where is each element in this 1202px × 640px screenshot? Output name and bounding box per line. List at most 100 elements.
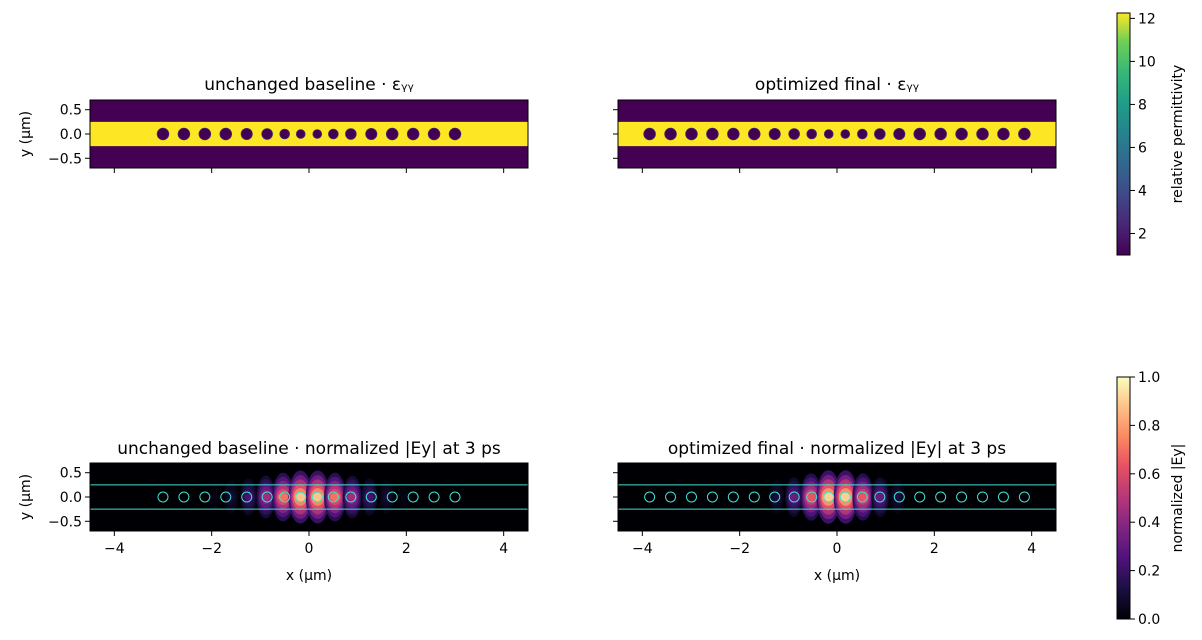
- colorbar-tick-label: 8: [1138, 97, 1147, 113]
- air-hole: [448, 127, 462, 141]
- field-lobe: [893, 494, 901, 500]
- panel-plot-area: [618, 100, 1056, 168]
- field-lobe: [858, 493, 868, 501]
- field-lobe: [400, 494, 408, 500]
- hole-outline: [956, 491, 968, 503]
- colorbar-tick-label: 12: [1138, 11, 1156, 27]
- air-hole: [748, 127, 761, 141]
- hole-outline: [788, 491, 800, 503]
- x-tick-label: −4: [104, 541, 125, 557]
- hole-outline: [407, 491, 419, 503]
- field-lobe: [312, 492, 324, 502]
- field-lobe: [840, 492, 852, 502]
- air-hole: [328, 128, 339, 140]
- hole-outline: [220, 491, 232, 503]
- hole-outline: [1018, 491, 1030, 503]
- colorbar-tick-label: 0.2: [1138, 564, 1160, 580]
- hole-outline: [386, 491, 398, 503]
- air-hole: [295, 129, 306, 139]
- hole-outline: [178, 491, 190, 503]
- y-tick-label: 0.5: [60, 103, 82, 119]
- title-top-left: unchanged baseline · εᵧᵧ: [204, 75, 414, 95]
- y-tick-label: −0.5: [48, 514, 82, 530]
- y-tick-label: 0.0: [60, 127, 82, 143]
- x-tick-label: −4: [632, 541, 653, 557]
- air-hole: [261, 128, 273, 140]
- field-lobe: [261, 493, 271, 501]
- colorbar-tick-label: 4: [1138, 183, 1147, 199]
- xlabel-bottom-right: x (μm): [814, 568, 860, 584]
- colorbar-tick-label: 1.0: [1138, 370, 1160, 386]
- hole-outline: [365, 491, 377, 503]
- hole-outline: [327, 491, 339, 503]
- colorbar-tick-label: 2: [1138, 226, 1147, 242]
- hole-outline: [806, 491, 818, 503]
- x-tick-label: 2: [402, 541, 411, 557]
- title-bottom-left: unchanged baseline · normalized |Ey| at …: [117, 439, 501, 459]
- air-hole: [365, 128, 378, 140]
- hole-outline: [706, 491, 718, 503]
- colorbar-tick-label: 6: [1138, 140, 1147, 156]
- hole-outline: [977, 491, 989, 503]
- field-lobe: [365, 493, 374, 501]
- field-lobe: [806, 493, 816, 501]
- air-hole: [156, 127, 170, 141]
- y-tick-label: −0.5: [48, 151, 82, 167]
- colorbar-tick-label: 10: [1138, 54, 1156, 70]
- air-hole: [706, 127, 719, 141]
- hole-outline: [261, 491, 273, 503]
- air-hole: [312, 129, 323, 139]
- hole-outline: [428, 491, 440, 503]
- air-hole: [727, 127, 740, 141]
- air-hole: [177, 127, 191, 141]
- hole-outline: [914, 491, 926, 503]
- air-hole: [279, 128, 290, 140]
- air-hole: [913, 127, 926, 141]
- air-hole: [768, 128, 781, 140]
- ylabel-top-left: y (μm): [18, 111, 34, 157]
- field-lobe: [210, 494, 218, 500]
- air-hole: [934, 127, 947, 141]
- air-hole: [1018, 127, 1031, 141]
- air-hole: [976, 127, 989, 141]
- x-tick-label: 0: [833, 541, 842, 557]
- hole-outline: [685, 491, 697, 503]
- permittivity-colorbar: relative permittivity 2 4 6 8 10 12: [1116, 11, 1186, 256]
- panel-plot-area: [618, 463, 1056, 531]
- hole-outline: [241, 491, 253, 503]
- air-hole: [955, 127, 968, 141]
- air-hole: [643, 127, 656, 141]
- panel-plot-area: [90, 100, 528, 168]
- x-tick-label: 2: [930, 541, 939, 557]
- x-tick-label: 4: [1027, 541, 1036, 557]
- air-hole: [240, 128, 253, 140]
- hole-outline: [157, 491, 169, 503]
- hole-outline: [199, 491, 211, 503]
- air-hole: [823, 129, 834, 139]
- hole-outline: [769, 491, 781, 503]
- field-lobe: [822, 492, 834, 502]
- hole-outline: [644, 491, 656, 503]
- hole-outline: [856, 491, 868, 503]
- y-tick-label: 0.0: [60, 490, 82, 506]
- permittivity-optimized-panel: [613, 99, 1057, 173]
- air-hole: [406, 127, 420, 141]
- colorbar-tick-label: 0.4: [1138, 515, 1160, 531]
- permittivity-colorbar-gradient: [1116, 12, 1131, 256]
- hole-outline: [311, 491, 323, 503]
- air-hole: [385, 127, 399, 141]
- air-hole: [345, 128, 357, 140]
- field-colorbar: normalized |Ey| 0.0 0.2 0.4 0.6 0.8 1.0: [1116, 370, 1186, 628]
- hole-outline: [295, 491, 307, 503]
- air-hole: [840, 129, 851, 139]
- field-lobe: [347, 493, 357, 501]
- hole-outline: [345, 491, 357, 503]
- hole-outline: [823, 491, 835, 503]
- xlabel-bottom-left: x (μm): [286, 568, 332, 584]
- air-hole: [806, 128, 817, 140]
- x-tick-label: 0: [305, 541, 314, 557]
- colorbar-tick-label: 0.8: [1138, 418, 1160, 434]
- air-hole: [893, 128, 906, 140]
- field-lobe: [876, 493, 885, 501]
- title-bottom-right: optimized final · normalized |Ey| at 3 p…: [668, 439, 1006, 459]
